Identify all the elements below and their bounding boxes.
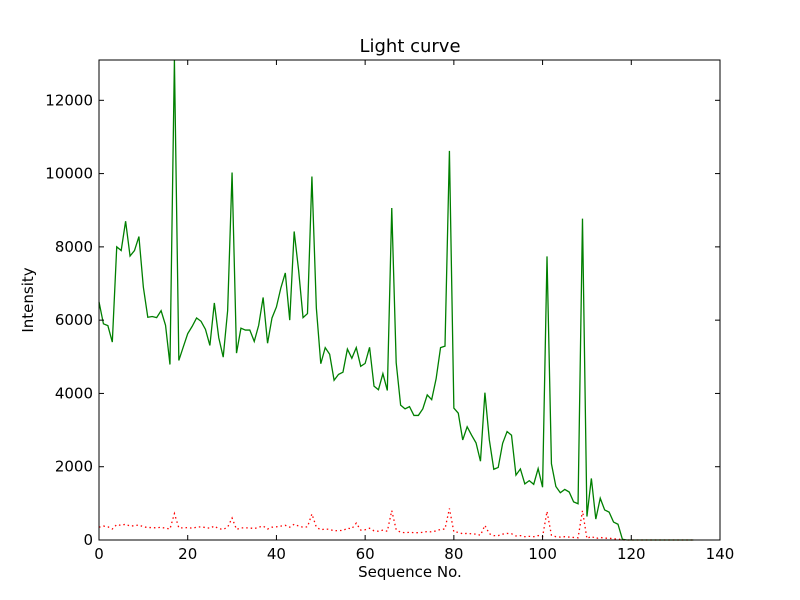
x-tick-label: 100	[528, 545, 557, 563]
x-tick-label: 140	[706, 545, 735, 563]
y-tick-label: 2000	[55, 458, 93, 476]
x-axis-label: Sequence No.	[358, 563, 462, 581]
y-tick-label: 12000	[45, 91, 93, 109]
y-axis-ticks: 0 2000 4000 6000 8000 10000 12000	[45, 91, 720, 549]
y-tick-label: 6000	[55, 311, 93, 329]
x-tick-label: 0	[94, 545, 104, 563]
x-tick-label: 20	[178, 545, 197, 563]
chart-title: Light curve	[359, 36, 460, 57]
y-tick-label: 8000	[55, 238, 93, 256]
plot-frame	[98, 59, 721, 541]
x-tick-label: 120	[617, 545, 646, 563]
y-axis-label: Intensity	[19, 267, 37, 332]
x-tick-label: 80	[444, 545, 463, 563]
y-tick-label: 0	[83, 531, 93, 549]
x-tick-label: 40	[267, 545, 286, 563]
x-axis-ticks: 0 20 40 60 80 100 120 140	[94, 60, 734, 563]
y-tick-label: 4000	[55, 384, 93, 402]
series-lines	[98, 59, 694, 541]
x-tick-label: 60	[356, 545, 375, 563]
y-tick-label: 10000	[45, 165, 93, 183]
series-line-1	[98, 59, 694, 541]
